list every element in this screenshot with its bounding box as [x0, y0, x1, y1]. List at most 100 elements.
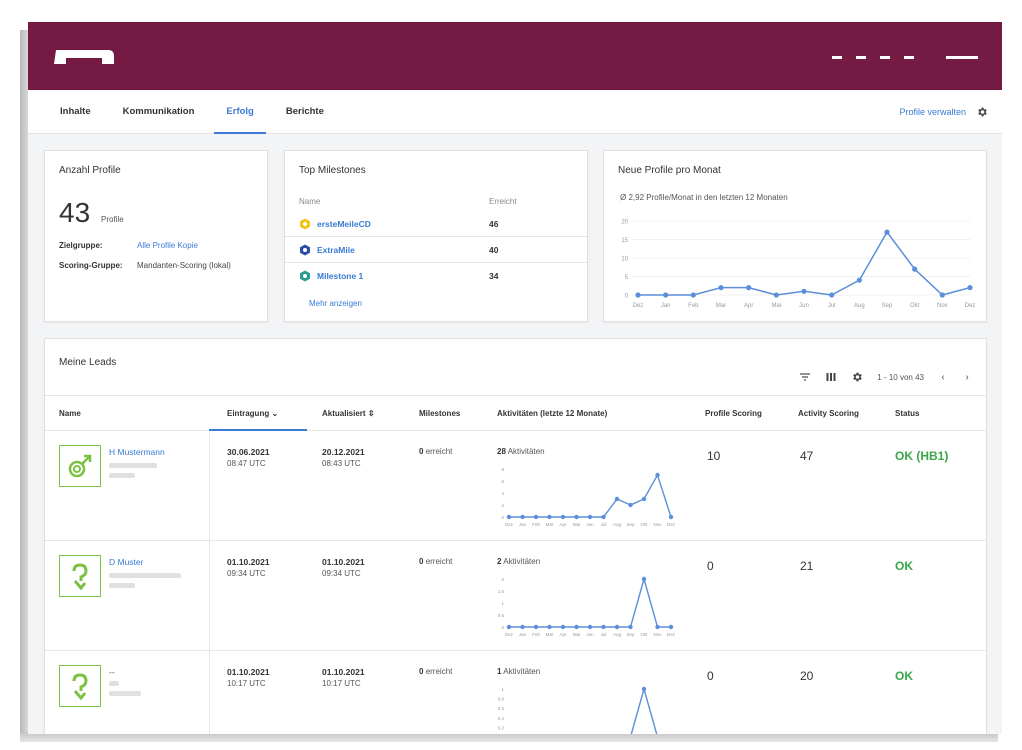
y-tick-label: 1 — [501, 601, 504, 606]
target-group-link[interactable]: Alle Profile Kopie — [137, 241, 198, 250]
x-tick-label: Feb — [688, 303, 699, 309]
milestone-row[interactable]: ersteMeileCD 46 — [285, 211, 587, 237]
profiles-count-card: Anzahl Profile 43 Profile Zielgruppe: Al… — [44, 150, 268, 322]
table-row[interactable]: H Mustermann 30.06.2021 08:47 UTC 20.12.… — [45, 431, 986, 541]
chevron-right-icon[interactable]: › — [965, 371, 969, 383]
lead-name-link[interactable]: -- — [109, 667, 115, 677]
data-point — [614, 496, 620, 502]
y-tick-label: 2 — [501, 503, 504, 508]
y-tick-label: 0.2 — [498, 725, 505, 730]
tab-berichte[interactable]: Berichte — [285, 105, 324, 117]
activities-count-label: Aktivitäten — [503, 667, 541, 676]
x-tick-label: Dez — [505, 522, 514, 527]
data-point — [628, 624, 633, 630]
x-tick-label: Okt — [640, 632, 648, 637]
x-tick-label: Jan — [661, 303, 671, 309]
col-activities[interactable]: Aktivitäten (letzte 12 Monate) — [497, 409, 608, 418]
hexagon-icon — [300, 270, 310, 282]
sparkline-series — [509, 576, 671, 628]
tab-inhalte[interactable]: Inhalte — [60, 105, 91, 117]
table-settings-gear-icon[interactable] — [851, 371, 863, 383]
x-tick-label: Sep — [626, 632, 635, 637]
x-tick-label: Mär — [546, 632, 554, 637]
data-point — [601, 514, 606, 520]
activities-count-number: 2 — [497, 557, 502, 566]
data-point — [574, 624, 579, 630]
lead-name-link[interactable]: D Muster — [109, 557, 144, 567]
milestones-reached: 0 erreicht — [419, 557, 452, 566]
y-tick-label: 15 — [621, 238, 628, 244]
gear-icon[interactable] — [976, 106, 988, 118]
top-milestones-card: Top Milestones Name Erreicht ersteMeileC… — [284, 150, 588, 322]
x-tick-label: Dez — [633, 303, 644, 309]
data-point — [506, 624, 512, 630]
col-milestones[interactable]: Milestones — [419, 409, 461, 418]
col-status[interactable]: Status — [895, 409, 920, 418]
data-point — [884, 229, 890, 235]
milestone-reached: 34 — [489, 271, 499, 281]
filter-icon[interactable] — [799, 371, 811, 383]
data-point — [547, 624, 552, 630]
y-tick-label: 2 — [501, 577, 504, 582]
leads-title: Meine Leads — [59, 357, 117, 368]
table-row[interactable]: -- 01.10.2021 10:17 UTC 01.10.2021 10:17… — [45, 651, 986, 734]
x-tick-label: Dez — [965, 303, 976, 309]
tab-kommunikation[interactable]: Kommunikation — [122, 105, 195, 117]
columns-icon[interactable] — [825, 371, 837, 383]
x-tick-label: Mai — [573, 632, 580, 637]
col-activity-scoring[interactable]: Activity Scoring — [798, 409, 859, 418]
sparkline-series — [509, 473, 672, 518]
milestones-card-title: Top Milestones — [299, 165, 366, 176]
tab-erfolg[interactable]: Erfolg — [214, 90, 267, 134]
manage-profiles-link[interactable]: Profile verwalten — [899, 107, 966, 117]
milestone-row[interactable]: ExtraMile 40 — [285, 237, 587, 263]
data-point — [655, 624, 660, 630]
show-more-link[interactable]: Mehr anzeigen — [309, 299, 362, 308]
milestone-name[interactable]: ExtraMile — [317, 245, 355, 255]
entry-date: 30.06.2021 — [227, 447, 270, 457]
y-tick-label: 0 — [501, 625, 504, 630]
hexagon-icon — [300, 244, 310, 256]
data-point — [547, 514, 552, 520]
top-bar — [28, 22, 1002, 90]
header-menu-icon[interactable] — [832, 56, 978, 59]
entry-time: 09:34 UTC — [227, 569, 266, 578]
col-entry[interactable]: Eintragung ⌄ — [227, 409, 278, 418]
milestones-reached-label: erreicht — [425, 557, 453, 566]
profiles-card-title: Anzahl Profile — [59, 165, 121, 176]
milestones-reached-label: erreicht — [425, 447, 453, 456]
scoring-group-value: Mandanten-Scoring (lokal) — [137, 261, 231, 270]
x-tick-label: Aug — [613, 522, 622, 527]
y-tick-label: 10 — [621, 257, 628, 263]
data-point — [746, 285, 752, 291]
col-profile-scoring[interactable]: Profile Scoring — [705, 409, 762, 418]
leads-toolbar: 1 - 10 von 43 ‹ › — [799, 371, 972, 383]
y-tick-label: 8 — [501, 467, 504, 472]
data-point — [856, 277, 862, 283]
lead-name-link[interactable]: H Mustermann — [109, 447, 165, 457]
activities-count-number: 28 — [497, 447, 506, 456]
updated-time: 10:17 UTC — [322, 679, 361, 688]
series-line — [638, 230, 971, 296]
data-point — [533, 624, 539, 630]
brand-logo[interactable] — [52, 46, 116, 68]
pagination-label: 1 - 10 von 43 — [877, 372, 924, 382]
col-updated[interactable]: Aktualisiert ⇳ — [322, 409, 375, 418]
milestone-row[interactable]: Milestone 1 34 — [285, 263, 587, 289]
x-tick-label: Nov — [653, 522, 662, 527]
activities-count-label: Aktivitäten — [507, 447, 545, 456]
table-row[interactable]: D Muster 01.10.2021 09:34 UTC 01.10.2021… — [45, 541, 986, 651]
col-name[interactable]: Name — [59, 409, 81, 418]
profile-score: 10 — [707, 449, 721, 463]
profile-score: 0 — [707, 559, 714, 573]
chevron-left-icon[interactable]: ‹ — [941, 371, 945, 383]
y-tick-label: 4 — [501, 491, 504, 496]
status-badge: OK — [895, 669, 913, 683]
milestone-name[interactable]: Milestone 1 — [317, 271, 364, 281]
x-tick-label: Feb — [532, 632, 540, 637]
milestone-name[interactable]: ersteMeileCD — [317, 219, 371, 229]
y-tick-label: 0.5 — [498, 613, 505, 618]
my-leads-card: Meine Leads 1 - 10 von 43 ‹ › Name Eintr… — [44, 338, 987, 734]
y-tick-label: 1 — [501, 687, 504, 692]
activities-count-number: 1 — [497, 667, 502, 676]
